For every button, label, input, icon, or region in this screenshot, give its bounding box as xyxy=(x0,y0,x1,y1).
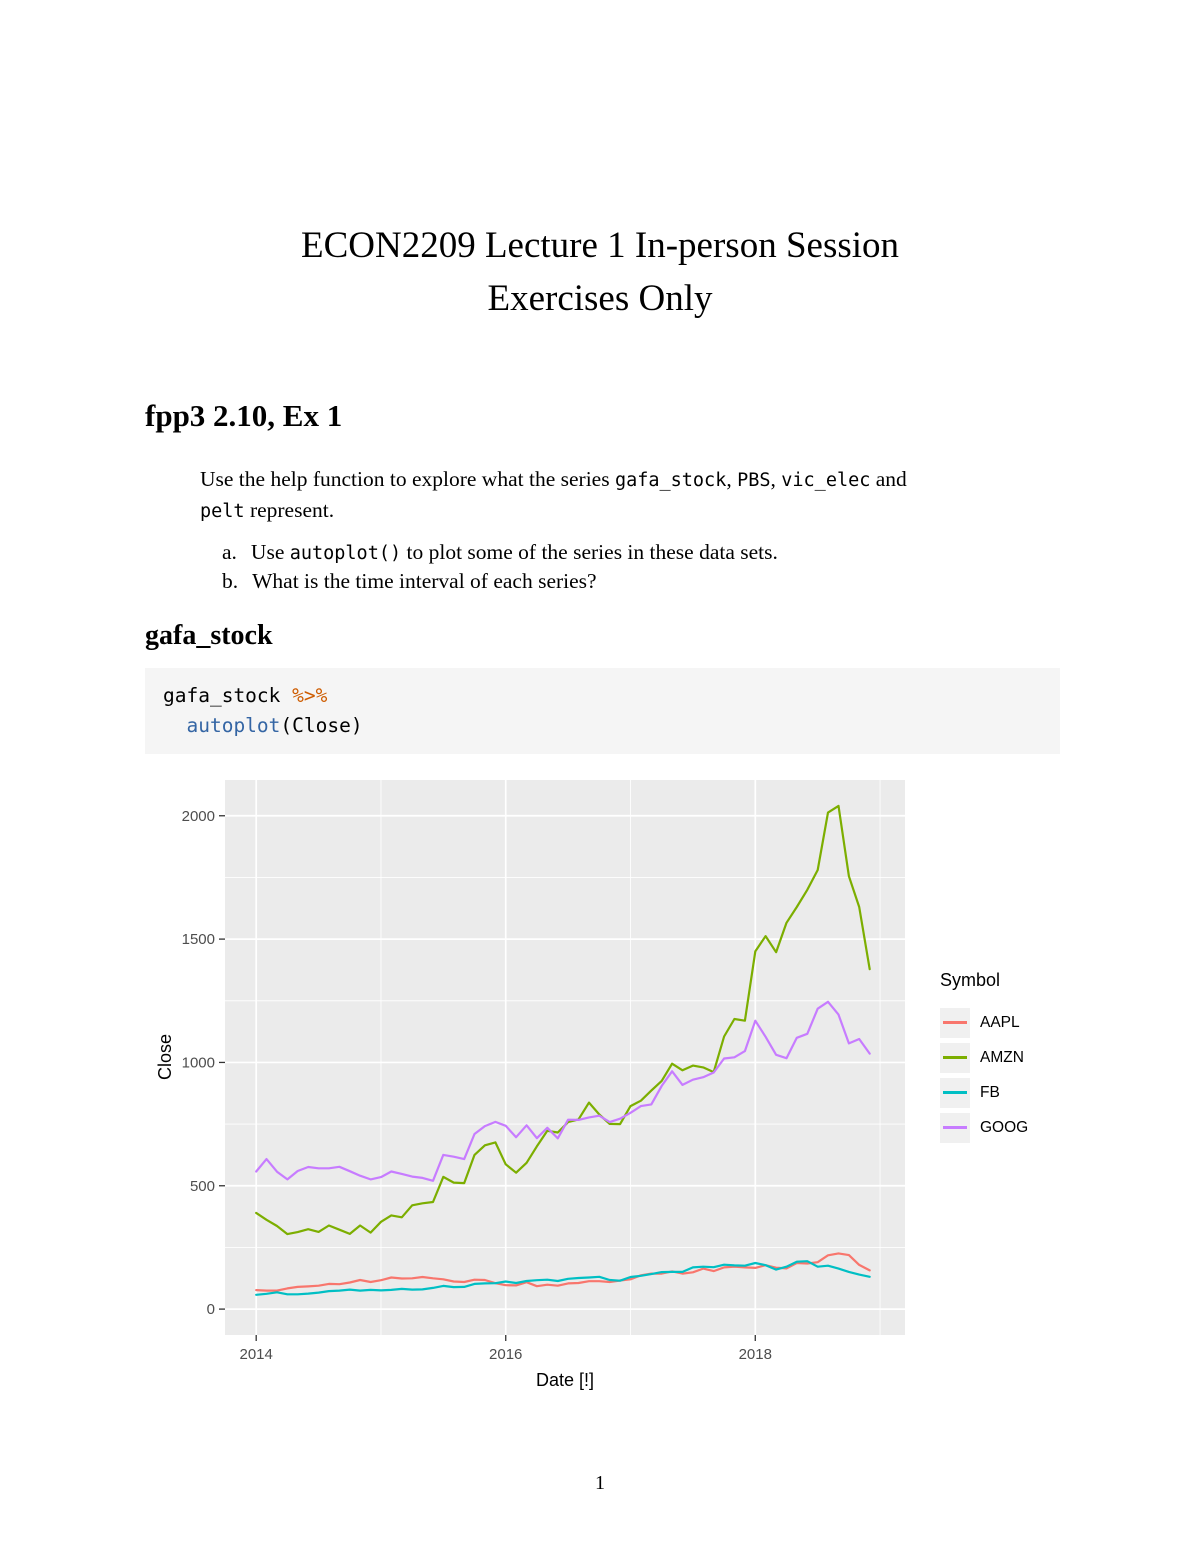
code-indent xyxy=(163,714,186,737)
legend-key-icon xyxy=(940,1077,970,1108)
section-heading-exercise: fpp3 2.10, Ex 1 xyxy=(145,398,343,433)
exercise-list: a. Use autoplot() to plot some of the se… xyxy=(222,538,778,596)
x-tick-label: 2014 xyxy=(240,1346,273,1363)
legend-entry-amzn: AMZN xyxy=(940,1040,1028,1075)
legend-label: GOOG xyxy=(980,1118,1029,1136)
list-item-b: b. What is the time interval of each ser… xyxy=(222,567,778,596)
title-line-2: Exercises Only xyxy=(487,277,713,319)
y-tick-label: 0 xyxy=(207,1301,215,1318)
list-item-a: a. Use autoplot() to plot some of the se… xyxy=(222,538,778,567)
code-text: (Close) xyxy=(280,714,363,738)
intro-text: represent. xyxy=(244,498,335,523)
inline-code-pelt: pelt xyxy=(200,501,245,523)
y-tick-label: 2000 xyxy=(182,808,215,825)
gafa-stock-plot: 0 500 1000 1500 2000 2014 2016 2018 Close Date … xyxy=(155,772,1165,1422)
x-tick-label: 2018 xyxy=(739,1346,772,1363)
series-lines xyxy=(255,804,871,1296)
r-code-block: gafa_stock %>% autoplot(Close) xyxy=(145,668,1060,755)
page-number: 1 xyxy=(595,1472,605,1494)
subsection-heading-gafa-stock: gafa_stock xyxy=(145,620,273,651)
x-axis-title: Date [!] xyxy=(536,1370,594,1390)
code-function-autoplot: autoplot xyxy=(186,714,281,738)
list-a-text: to plot some of the series in these data… xyxy=(401,540,778,564)
y-tick-label: 1500 xyxy=(182,931,215,948)
gridlines xyxy=(225,780,905,1335)
legend-entry-goog: GOOG xyxy=(940,1110,1028,1145)
legend-label: FB xyxy=(980,1083,1000,1101)
inline-code-autoplot: autoplot() xyxy=(289,543,402,564)
intro-text: Use the help function to explore what th… xyxy=(200,467,615,491)
legend-title: Symbol xyxy=(940,970,1001,990)
y-tick-label: 500 xyxy=(190,1178,215,1195)
code-pipe-operator: %>% xyxy=(292,684,328,707)
list-item-b-text: What is the time interval of each series… xyxy=(252,569,597,594)
exercise-intro-paragraph: Use the help function to explore what th… xyxy=(200,464,1040,526)
legend-label: AMZN xyxy=(980,1048,1024,1066)
list-item-a-marker: a. xyxy=(222,540,237,564)
title-line-1: ECON2209 Lecture 1 In-person Session xyxy=(300,225,900,266)
series-line-fb xyxy=(255,1260,871,1296)
legend-entry-aapl: AAPL xyxy=(940,1005,1028,1040)
list-a-text: Use xyxy=(250,540,290,564)
list-item-a-text: Use autoplot() to plot some of the serie… xyxy=(251,538,778,567)
inline-code-gafa-stock: gafa_stock xyxy=(614,470,727,491)
intro-text: and xyxy=(870,467,907,491)
axis-ticks-and-labels: 0 500 1000 1500 2000 2014 2016 2018 xyxy=(182,808,772,1363)
chart-panel xyxy=(225,780,905,1335)
list-item-b-marker: b. xyxy=(222,569,239,594)
intro-text: , xyxy=(770,467,782,491)
chart-canvas: 0 500 1000 1500 2000 2014 2016 2018 Close Date … xyxy=(155,780,905,1390)
legend-key-icon xyxy=(940,1112,970,1143)
chart-legend: Symbol AAPL AMZN FB GOOG xyxy=(940,970,1028,1145)
inline-code-vic-elec: vic_elec xyxy=(781,470,871,491)
y-tick-label: 1000 xyxy=(182,1054,215,1071)
document-title: ECON2209 Lecture 1 In-person Session Exe… xyxy=(0,220,1200,325)
code-text: gafa_stock xyxy=(163,684,293,707)
inline-code-pbs: PBS xyxy=(737,470,771,491)
legend-entry-fb: FB xyxy=(940,1075,1028,1110)
legend-label: AAPL xyxy=(980,1013,1020,1031)
x-tick-label: 2016 xyxy=(489,1346,522,1363)
legend-key-icon xyxy=(940,1042,970,1073)
intro-text: , xyxy=(726,467,738,491)
series-line-goog xyxy=(255,1000,871,1182)
y-axis-title: Close xyxy=(155,1034,175,1080)
legend-key-icon xyxy=(940,1007,970,1038)
